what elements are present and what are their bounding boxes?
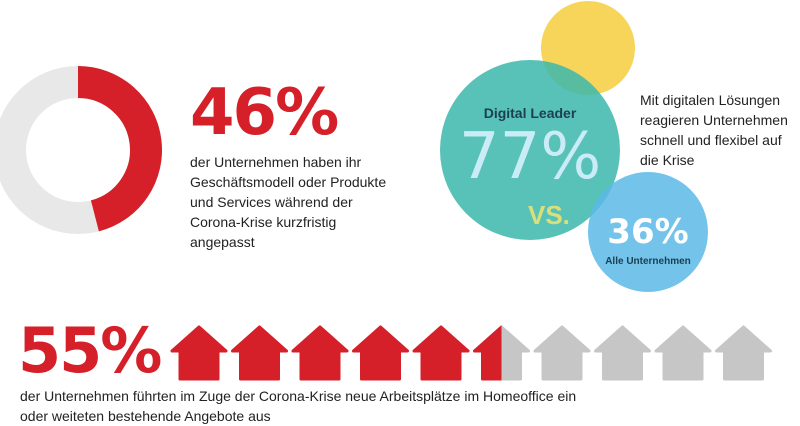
donut-description: der Unternehmen haben ihr Geschäftsmodel…: [190, 152, 386, 252]
donut-value-slice: [77, 66, 162, 232]
house-icon-filled: [231, 325, 288, 381]
house-icon-filled: [352, 325, 409, 381]
leader-label: Digital Leader: [483, 105, 577, 121]
house-icon-filled: [170, 325, 228, 381]
house-icon-filled: [291, 325, 349, 381]
house-icon-filled: [412, 325, 470, 381]
house-icon: [533, 325, 591, 381]
text-line: reagieren Unternehmen: [640, 112, 788, 128]
text-line: und Services während der: [190, 194, 353, 210]
text-line: oder weiteten bestehende Angebote aus: [20, 408, 271, 424]
all-value: 36%: [607, 212, 689, 252]
text-line: schnell und flexibel auf: [640, 132, 782, 148]
all-companies-circle: [588, 172, 708, 292]
house-icon: [654, 325, 712, 381]
text-line: Geschäftsmodell oder Produkte: [190, 174, 387, 190]
text-line: der Unternehmen führten im Zuge der Coro…: [20, 388, 577, 404]
text-line: angepasst: [190, 234, 255, 250]
houses-description: der Unternehmen führten im Zuge der Coro…: [20, 386, 576, 426]
house-icon: [715, 325, 772, 381]
text-line: Mit digitalen Lösungen: [640, 92, 781, 108]
text-line: die Krise: [640, 152, 695, 168]
circles-description: Mit digitalen Lösungen reagieren Unterne…: [640, 90, 788, 170]
leader-value: 77%: [458, 120, 602, 194]
text-line: Corona-Krise kurzfristig: [190, 214, 337, 230]
all-label: Alle Unternehmen: [605, 256, 691, 267]
leader-circle: [440, 60, 620, 240]
house-icon: [594, 325, 651, 381]
house-icon-filled: [473, 325, 502, 381]
text-line: der Unternehmen haben ihr: [190, 154, 362, 170]
donut-value: 46%: [190, 76, 339, 150]
vs-label: VS.: [528, 200, 570, 230]
houses-value: 55%: [18, 314, 162, 387]
